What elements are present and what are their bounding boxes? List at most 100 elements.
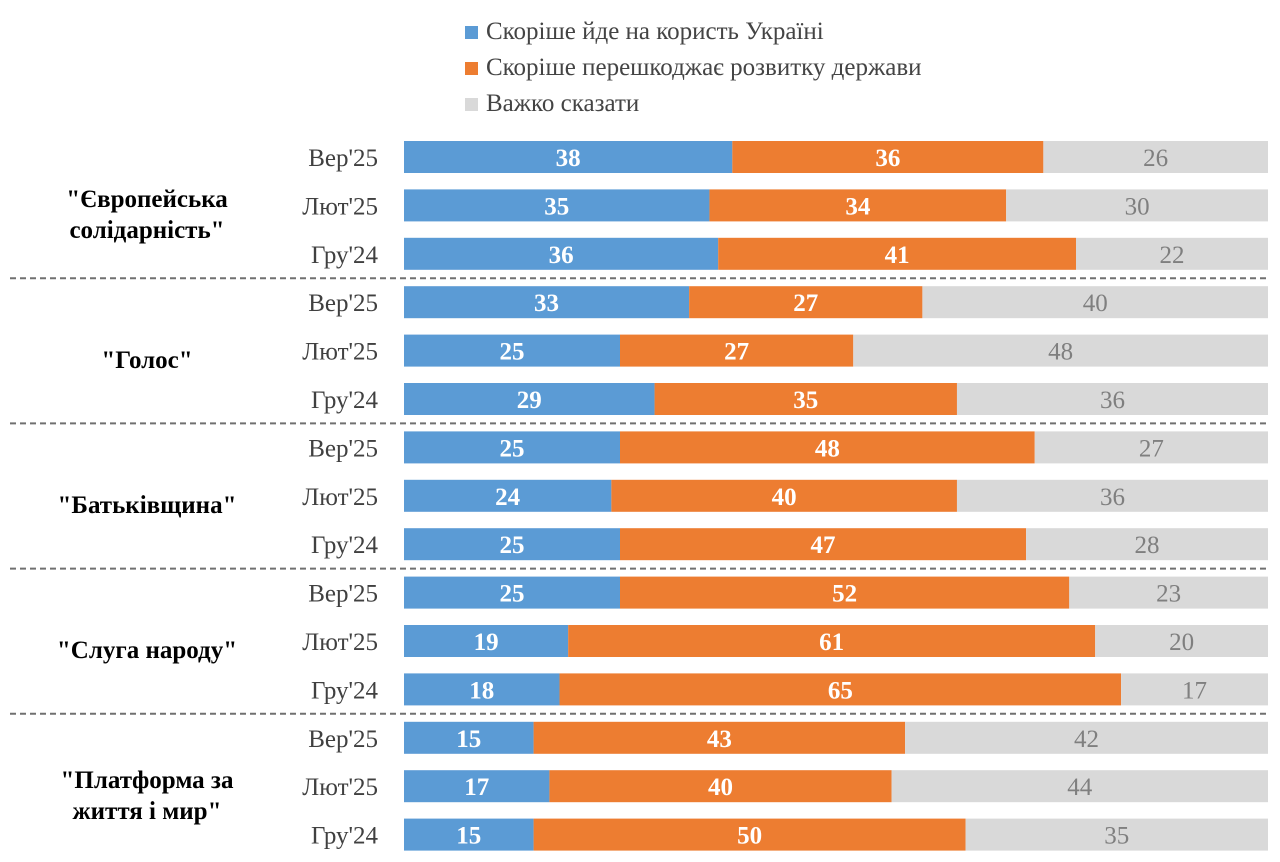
- legend-label-benefit: Скоріше йде на користь Україні: [486, 18, 824, 45]
- legend-label-hinders: Скоріше перешкоджає розвитку держави: [486, 54, 922, 81]
- bar-segment-hinders: [533, 818, 966, 851]
- bar-segment-hinders: [533, 721, 906, 754]
- legend-item-hinders: Скоріше перешкоджає розвитку держави: [465, 50, 922, 86]
- data-label-benefit: 18: [469, 677, 494, 704]
- data-label-hinders: 34: [845, 193, 871, 220]
- data-label-hard-to-say: 36: [1100, 387, 1125, 414]
- data-label-hinders: 27: [793, 290, 818, 317]
- data-label-benefit: 29: [517, 387, 542, 414]
- data-label-hard-to-say: 35: [1104, 823, 1129, 850]
- bar-segment-benefit: [404, 818, 534, 851]
- bar-segment-benefit: [404, 673, 560, 706]
- bar-segment-hinders: [689, 286, 923, 319]
- period-label: Вер'25: [308, 145, 378, 172]
- period-label: Гру'24: [311, 242, 379, 269]
- bar-segment-hard-to-say: [891, 770, 1268, 803]
- bar-segment-hard-to-say: [922, 286, 1268, 319]
- bar-segment-hard-to-say: [965, 818, 1268, 851]
- data-label-hinders: 35: [793, 387, 818, 414]
- data-label-hinders: 40: [772, 484, 797, 511]
- group-label: "Голос": [101, 347, 192, 374]
- data-label-hinders: 61: [819, 629, 844, 656]
- group-label: солідарність": [69, 217, 224, 244]
- data-label-hinders: 41: [885, 242, 910, 269]
- data-label-hard-to-say: 28: [1135, 532, 1160, 559]
- data-label-benefit: 25: [500, 339, 525, 366]
- data-label-hard-to-say: 42: [1074, 726, 1099, 753]
- period-label: Лют'25: [302, 339, 378, 366]
- data-label-hard-to-say: 20: [1169, 629, 1194, 656]
- bar-segment-hinders: [620, 576, 1070, 609]
- bar-segment-benefit: [404, 383, 655, 415]
- bar-segment-hinders: [549, 770, 892, 803]
- bar-segment-hinders: [620, 528, 1027, 561]
- bar-segment-benefit: [404, 431, 620, 464]
- period-label: Вер'25: [308, 581, 378, 608]
- bar-segment-hard-to-say: [853, 334, 1268, 367]
- legend-swatch-benefit: [465, 25, 478, 39]
- data-label-benefit: 19: [474, 629, 499, 656]
- bar-segment-hinders: [654, 383, 957, 415]
- legend-swatch-hinders: [465, 61, 478, 75]
- bar-segment-hard-to-say: [1043, 141, 1268, 173]
- data-label-benefit: 24: [495, 484, 521, 511]
- data-label-hinders: 43: [707, 726, 732, 753]
- bar-segment-hinders: [559, 673, 1122, 706]
- period-label: Вер'25: [308, 726, 378, 753]
- data-label-hinders: 47: [811, 532, 836, 559]
- legend-item-hard-to-say: Важко сказати: [465, 86, 922, 122]
- bar-segment-benefit: [404, 237, 719, 270]
- data-label-benefit: 36: [549, 242, 574, 269]
- data-label-hinders: 48: [815, 435, 840, 462]
- legend-label-hard-to-say: Важко сказати: [486, 90, 640, 117]
- data-label-hinders: 65: [828, 677, 853, 704]
- data-label-benefit: 25: [500, 581, 525, 608]
- data-label-benefit: 25: [500, 532, 525, 559]
- bar-segment-hinders: [620, 334, 854, 367]
- group-label: "Батьківщина": [58, 492, 237, 519]
- bar-segment-hinders: [718, 237, 1076, 270]
- chart-legend: Скоріше йде на користь Україні Скоріше п…: [465, 14, 922, 122]
- bar-segment-hard-to-say: [1069, 576, 1268, 609]
- data-label-hard-to-say: 30: [1125, 193, 1150, 220]
- data-label-benefit: 38: [556, 145, 581, 172]
- data-label-hinders: 40: [708, 774, 733, 801]
- data-label-hard-to-say: 27: [1139, 435, 1164, 462]
- data-label-hard-to-say: 40: [1083, 290, 1108, 317]
- period-label: Гру'24: [311, 823, 379, 850]
- legend-swatch-hard-to-say: [465, 97, 478, 111]
- bar-segment-benefit: [404, 576, 620, 609]
- group-label: "Платформа за: [61, 767, 234, 794]
- bar-segment-benefit: [404, 479, 612, 512]
- data-label-hard-to-say: 36: [1100, 484, 1125, 511]
- period-label: Лют'25: [302, 774, 378, 801]
- data-label-benefit: 25: [500, 435, 525, 462]
- bar-segment-hard-to-say: [1026, 528, 1268, 561]
- data-label-hard-to-say: 22: [1160, 242, 1185, 269]
- period-label: Гру'24: [311, 387, 379, 414]
- bar-segment-benefit: [404, 189, 710, 222]
- bar-segment-hard-to-say: [905, 721, 1268, 754]
- bar-segment-benefit: [404, 625, 569, 657]
- data-label-hard-to-say: 48: [1048, 339, 1073, 366]
- data-label-benefit: 15: [456, 726, 481, 753]
- bar-segment-hard-to-say: [956, 479, 1268, 512]
- bar-segment-hinders: [611, 479, 957, 512]
- bar-segment-hard-to-say: [1121, 673, 1268, 706]
- bar-segment-benefit: [404, 141, 733, 173]
- data-label-benefit: 17: [464, 774, 489, 801]
- bar-segment-hinders: [709, 189, 1007, 222]
- bar-segment-hinders: [568, 625, 1096, 657]
- data-label-hinders: 36: [875, 145, 900, 172]
- data-label-hard-to-say: 17: [1182, 677, 1207, 704]
- period-label: Вер'25: [308, 435, 378, 462]
- bar-segment-benefit: [404, 334, 620, 367]
- period-label: Гру'24: [311, 677, 379, 704]
- bar-segment-hard-to-say: [1076, 237, 1268, 270]
- bar-segment-hinders: [620, 431, 1035, 464]
- bar-segment-hard-to-say: [956, 383, 1268, 415]
- period-label: Лют'25: [302, 193, 378, 220]
- bar-segment-benefit: [404, 721, 534, 754]
- period-label: Лют'25: [302, 629, 378, 656]
